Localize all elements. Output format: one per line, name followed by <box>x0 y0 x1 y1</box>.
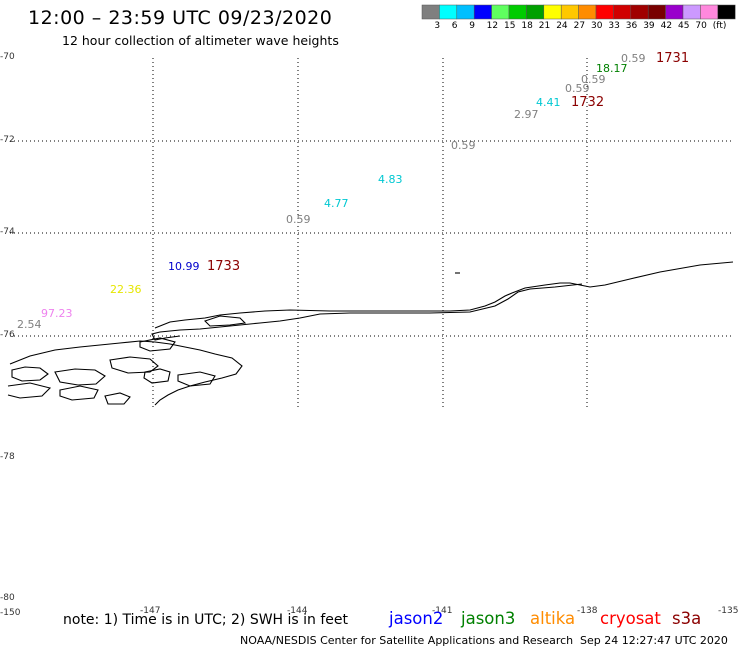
lat-label: -76 <box>0 330 15 340</box>
graticule <box>10 58 732 408</box>
swh-value: 10.99 <box>168 260 200 273</box>
satellite-altika: altika <box>530 609 576 628</box>
pass-time: 1731 <box>656 51 690 66</box>
colorbar-swatch <box>526 4 545 20</box>
colorbar-label: 24 <box>556 21 568 31</box>
swh-value: 2.97 <box>514 108 539 121</box>
island-8 <box>104 392 131 405</box>
island-3 <box>109 356 159 374</box>
swh-value: 4.83 <box>378 173 403 186</box>
colorbar-swatch <box>717 4 736 20</box>
colorbar-label: 21 <box>538 21 551 31</box>
colorbar-label: 18 <box>521 21 533 31</box>
colorbar-label: 9 <box>469 21 475 31</box>
swh-value: 0.59 <box>565 82 590 95</box>
coast-inlet <box>203 315 247 327</box>
colorbar-swatch <box>682 4 701 20</box>
island-6 <box>7 382 52 399</box>
generated-timestamp: Sep 24 12:27:47 UTC 2020 <box>580 634 728 647</box>
colorbar-label: 30 <box>591 21 603 31</box>
lon-label: -141 <box>432 606 453 616</box>
colorbar-label: 27 <box>573 21 586 31</box>
colorbar-label: 3 <box>434 21 441 31</box>
credit-line: NOAA/NESDIS Center for Satellite Applica… <box>240 634 574 647</box>
pass-time: 1732 <box>571 95 605 110</box>
lat-label: -70 <box>0 52 15 62</box>
colorbar-label: 45 <box>678 21 690 31</box>
swh-value: 4.77 <box>324 197 349 210</box>
colorbar-swatch <box>543 4 562 20</box>
chart-title: 12:00 – 23:59 UTC 09/23/2020 <box>28 7 333 29</box>
colorbar-swatch <box>508 4 527 20</box>
colorbar-swatch <box>700 4 719 20</box>
lon-label: -147 <box>140 606 161 616</box>
colorbar-swatch <box>595 4 614 20</box>
swh-value: 0.59 <box>581 73 606 86</box>
lat-label: -72 <box>0 135 15 145</box>
coastline <box>7 261 734 406</box>
colorbar-swatch <box>578 4 597 20</box>
colorbar-swatch <box>647 4 666 20</box>
lon-label: -144 <box>287 606 308 616</box>
coast-west <box>9 340 243 406</box>
lon-label: -138 <box>577 606 598 616</box>
island-9 <box>139 337 176 352</box>
swh-value: 0.59 <box>286 213 311 226</box>
lon-label: -150 <box>0 608 21 618</box>
island-1 <box>11 366 49 382</box>
colorbar-swatch <box>630 4 649 20</box>
colorbar-label: (ft) <box>712 21 727 31</box>
swh-value: 0.59 <box>621 52 646 65</box>
colorbar-label: 42 <box>660 21 673 31</box>
colorbar-swatch <box>421 4 440 20</box>
colorbar-swatch <box>491 4 510 20</box>
island-4 <box>143 368 171 384</box>
colorbar-swatch <box>456 4 475 20</box>
lat-label: -78 <box>0 452 15 462</box>
satellite-jason2: jason2 <box>389 609 444 628</box>
satellite-cryosat: cryosat <box>600 609 661 628</box>
colorbar-label: 6 <box>451 21 458 31</box>
colorbar-swatch <box>473 4 492 20</box>
colorbar-swatch <box>439 4 458 20</box>
chart-subtitle: 12 hour collection of altimeter wave hei… <box>62 33 339 48</box>
colorbar <box>421 4 736 20</box>
colorbar-label: 36 <box>625 21 638 31</box>
satellite-jason3: jason3 <box>461 609 516 628</box>
colorbar-label: 33 <box>608 21 620 31</box>
colorbar-swatch <box>560 4 579 20</box>
colorbar-label: 70 <box>695 21 707 31</box>
footer-note: note: 1) Time is in UTC; 2) SWH is in fe… <box>63 612 349 628</box>
coast-return <box>151 283 583 341</box>
swh-value: 18.17 <box>596 62 628 75</box>
swh-value: 2.54 <box>17 318 42 331</box>
colorbar-label: 15 <box>504 21 516 31</box>
colorbar-label: 12 <box>486 21 499 31</box>
island-5 <box>177 371 216 387</box>
island-7 <box>59 385 99 401</box>
colorbar-swatch <box>613 4 632 20</box>
lat-label: -80 <box>0 593 15 603</box>
lon-label: -135 <box>718 606 739 616</box>
swh-value: 0.59 <box>451 139 476 152</box>
swh-value: 97.23 <box>41 307 73 320</box>
ice-shelf-edge <box>154 261 734 329</box>
swh-value: 22.36 <box>110 283 142 296</box>
pass-time: 1733 <box>207 259 241 274</box>
colorbar-swatch <box>665 4 684 20</box>
colorbar-label: 39 <box>643 21 655 31</box>
swh-value: 4.41 <box>536 96 561 109</box>
satellite-s3a: s3a <box>672 609 702 628</box>
island-2 <box>54 368 106 386</box>
lat-label: -74 <box>0 227 15 237</box>
